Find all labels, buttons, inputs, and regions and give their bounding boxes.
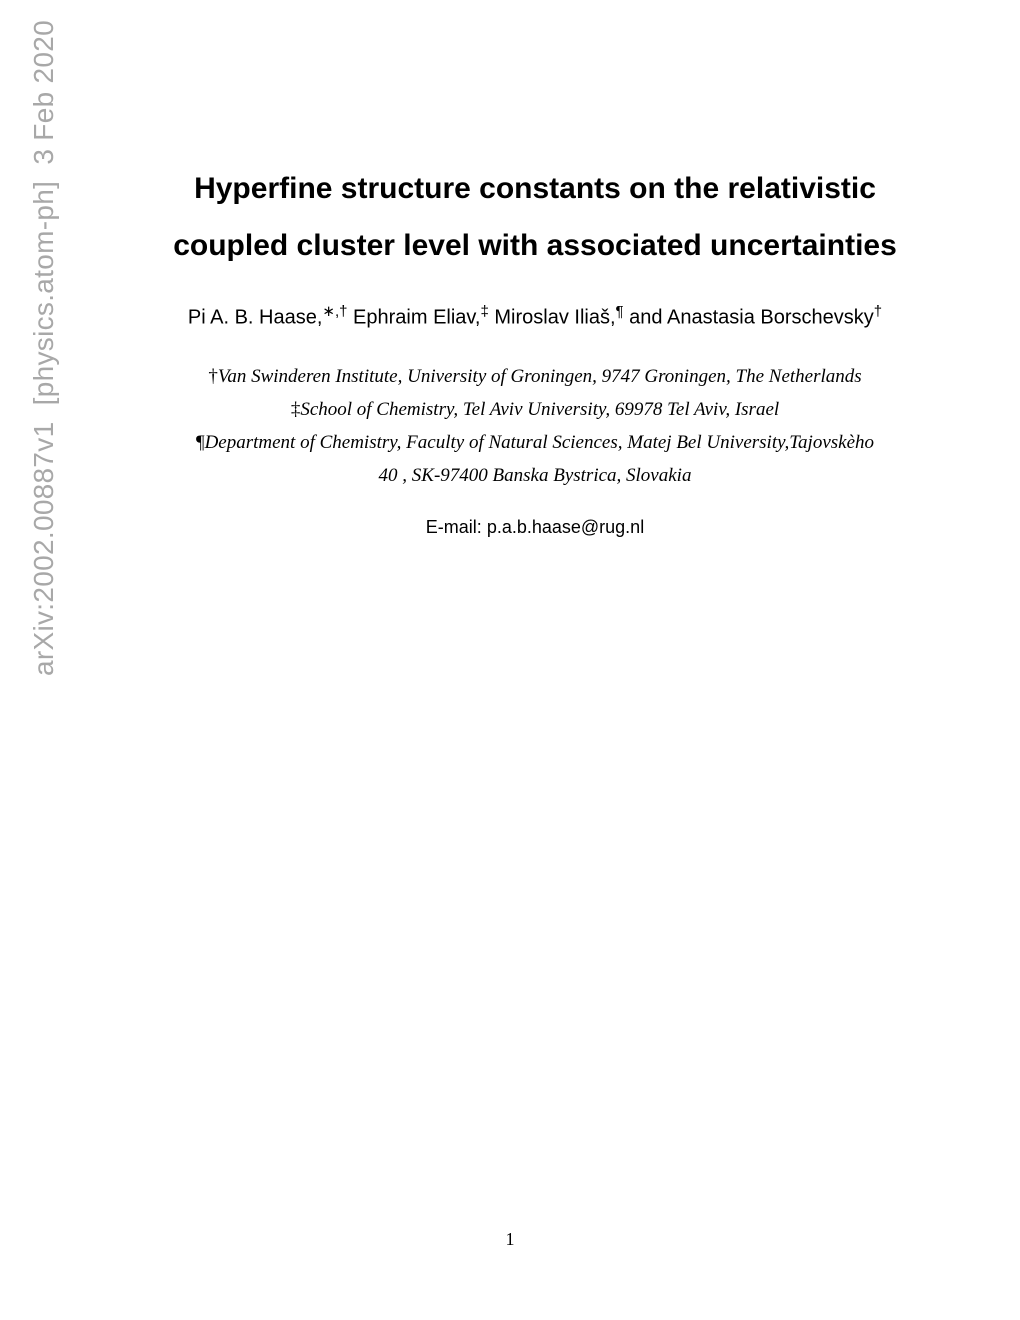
email-address: p.a.b.haase@rug.nl: [487, 517, 644, 537]
arxiv-category: [physics.atom-ph]: [28, 181, 59, 406]
arxiv-id: arXiv:2002.00887v1: [28, 422, 59, 676]
author-3-affil: ¶: [616, 303, 624, 320]
arxiv-stamp: arXiv:2002.00887v1 [physics.atom-ph] 3 F…: [28, 20, 60, 676]
author-and: and: [624, 307, 667, 329]
author-1: Pi A. B. Haase,: [188, 307, 323, 329]
affil-1-text: Van Swinderen Institute, University of G…: [218, 366, 862, 387]
affiliations: †Van Swinderen Institute, University of …: [130, 360, 940, 493]
paper-header: Hyperfine structure constants on the rel…: [130, 160, 940, 538]
affil-3-text: Department of Chemistry, Faculty of Natu…: [205, 432, 874, 453]
affil-3: ¶Department of Chemistry, Faculty of Nat…: [130, 426, 940, 459]
author-4: Anastasia Borschevsky: [667, 307, 874, 329]
affil-3-cont: 40 , SK-97400 Banska Bystrica, Slovakia: [130, 459, 940, 492]
affil-2: ‡School of Chemistry, Tel Aviv Universit…: [130, 393, 940, 426]
author-1-affil: ∗,†: [322, 303, 347, 320]
title-line-1: Hyperfine structure constants on the rel…: [130, 160, 940, 217]
affil-1-marker: †: [208, 366, 218, 387]
author-2: Ephraim Eliav,: [347, 307, 480, 329]
affil-3-marker: ¶: [196, 432, 205, 453]
affil-2-text: School of Chemistry, Tel Aviv University…: [300, 399, 779, 420]
affil-2-marker: ‡: [291, 399, 301, 420]
email-label: E-mail:: [426, 517, 487, 537]
affil-1: †Van Swinderen Institute, University of …: [130, 360, 940, 393]
author-3: Miroslav Iliaš,: [489, 307, 616, 329]
author-list: Pi A. B. Haase,∗,† Ephraim Eliav,‡ Miros…: [130, 302, 940, 330]
email-line: E-mail: p.a.b.haase@rug.nl: [130, 517, 940, 538]
paper-title: Hyperfine structure constants on the rel…: [130, 160, 940, 274]
title-line-2: coupled cluster level with associated un…: [130, 217, 940, 274]
arxiv-date: 3 Feb 2020: [28, 20, 59, 165]
page-number: 1: [0, 1229, 1020, 1250]
author-2-affil: ‡: [481, 303, 489, 320]
author-4-affil: †: [874, 303, 882, 320]
